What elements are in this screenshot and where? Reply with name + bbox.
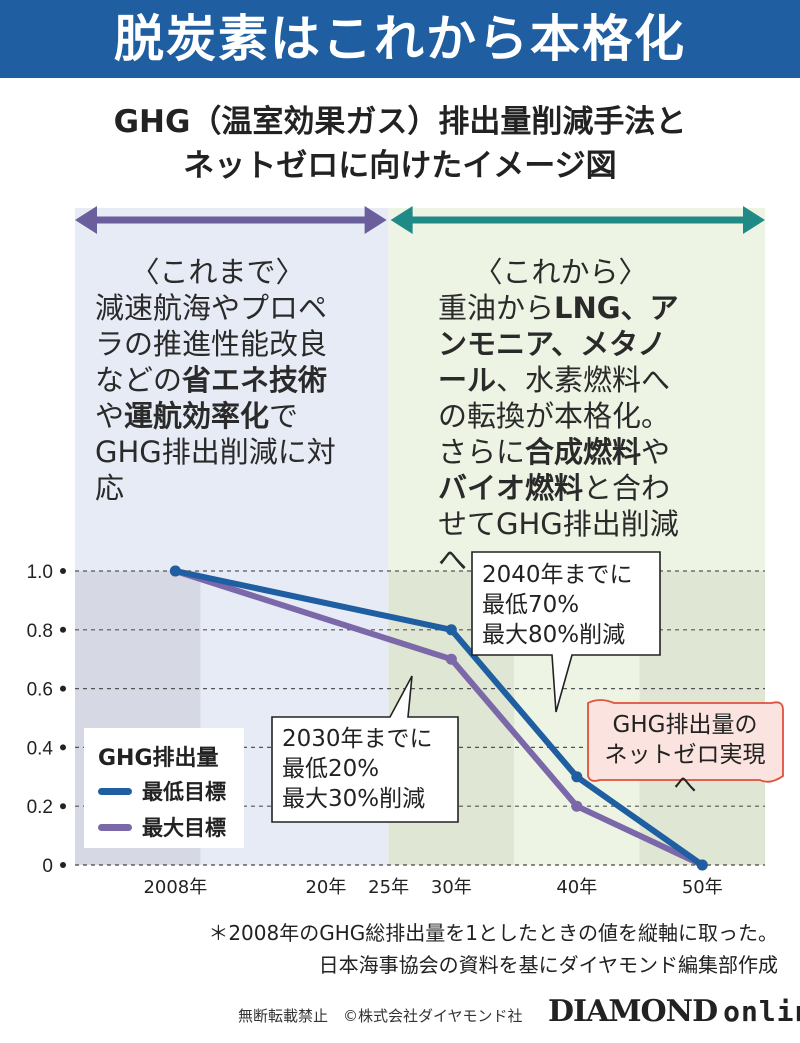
- chart-subtitle: GHG（温室効果ガス）排出量削減手法と ネットゼロに向けたイメージ図: [0, 100, 800, 188]
- series-point-1: [571, 800, 583, 812]
- future-text-2: 、水素燃料への転換が本格化。さらに: [438, 363, 671, 469]
- x-tick-label: 40年: [556, 877, 597, 898]
- netzero-line-1: GHG排出量の: [612, 712, 758, 738]
- past-range-arrow-head-right: [364, 206, 387, 234]
- callout-2040-line-2: 最低70%: [482, 592, 580, 618]
- future-text-4: と合わせてGHG排出削減へ: [438, 471, 679, 577]
- series-point-1: [445, 653, 457, 665]
- callout-2030-box: [271, 675, 459, 823]
- future-range-arrow-head-left: [390, 206, 413, 234]
- y-tick-label: 0.8: [27, 621, 53, 642]
- series-point-0: [169, 565, 181, 577]
- y-tick-dot-2: [60, 744, 66, 751]
- brand-main: DIAMOND: [548, 994, 718, 1029]
- y-tick-dot-1: [60, 803, 66, 810]
- past-text-bold-1: 省エネ技術: [182, 363, 328, 397]
- legend-label-max: 最大目標: [142, 816, 226, 840]
- future-range-arrow-head-right: [743, 206, 765, 234]
- series-line-0: [172, 568, 706, 868]
- y-tick-label: 0.4: [27, 738, 54, 759]
- future-section: 〈これから〉 重油からLNG、アンモニア、メタノール、水素燃料への転換が本格化。…: [438, 254, 683, 578]
- callout-2040-text: 2040年までに 最低70% 最大80%削減: [482, 560, 633, 650]
- y-tick-label: 0.2: [27, 797, 53, 818]
- legend-swatch-min: [98, 787, 132, 795]
- footnote-line-2: 日本海事協会の資料を基にダイヤモンド編集部作成: [318, 953, 778, 977]
- x-tick-label: 20年: [305, 877, 346, 898]
- copyright-text: 無断転載禁止 ©株式会社ダイヤモンド社: [238, 1007, 523, 1025]
- y-tick-label: 1.0: [27, 562, 53, 583]
- future-text-bold-3: バイオ燃料: [438, 471, 584, 505]
- netzero-box: [587, 699, 784, 783]
- callout-2030-text: 2030年までに 最低20% 最大30%削減: [282, 724, 433, 814]
- netzero-text: GHG排出量の ネットゼロ実現へ: [600, 710, 770, 800]
- brand-logo: DIAMONDonline: [548, 994, 800, 1029]
- x-tick-label: 50年: [682, 877, 723, 898]
- brand-sub: online: [723, 995, 800, 1028]
- future-text-bold-2: 合成燃料: [525, 435, 642, 469]
- legend-swatch-max: [98, 823, 132, 831]
- legend-item-min: 最低目標: [98, 776, 226, 806]
- past-text-bold-2: 運航効率化: [124, 399, 270, 433]
- legend-title: GHG排出量: [98, 746, 219, 771]
- y-tick-dot-0: [60, 862, 66, 868]
- series-point-0: [696, 859, 708, 871]
- callout-2030-line-2: 最低20%: [282, 756, 380, 782]
- callout-2040-line-3: 最大80%削減: [482, 622, 626, 648]
- future-description: 重油からLNG、アンモニア、メタノール、水素燃料への転換が本格化。さらに合成燃料…: [438, 290, 683, 578]
- netzero-line-2: ネットゼロ実現へ: [604, 742, 766, 798]
- future-text-1: 重油から: [438, 291, 555, 325]
- subtitle-line-2: ネットゼロに向けたイメージ図: [183, 148, 617, 184]
- past-range-arrow: [75, 206, 387, 234]
- past-section: 〈これまで〉 減速航海やプロペラの推進性能改良などの省エネ技術や運航効率化でGH…: [95, 254, 340, 506]
- past-heading: 〈これまで〉: [130, 255, 305, 289]
- series-layer: [169, 565, 708, 871]
- y-tick-label: 0: [42, 856, 53, 877]
- past-text-2: や: [95, 399, 125, 433]
- x-tick-label: 25年: [368, 877, 409, 898]
- y-tick-dot-3: [60, 685, 66, 692]
- series-point-0: [571, 771, 583, 783]
- callout-2040-box: [471, 551, 661, 713]
- series-line-1: [172, 568, 706, 868]
- callout-2030-line-3: 最大30%削減: [282, 786, 426, 812]
- y-tick-dot-5: [60, 568, 66, 574]
- past-text-1: 減速航海やプロペラの推進性能改良などの: [95, 291, 328, 397]
- future-text-bold-1: LNG、アンモニア、メタノール: [438, 291, 679, 397]
- past-range-arrow-head-left: [75, 206, 97, 234]
- y-tick-label: 0.6: [27, 680, 53, 701]
- legend-item-max: 最大目標: [98, 812, 226, 842]
- series-point-0: [445, 624, 457, 636]
- callout-layer: [271, 551, 784, 823]
- footnote-line-1: ＊2008年のGHG総排出量を1としたときの値を縦軸に取った。: [208, 921, 778, 945]
- x-tick-label: 2008年: [143, 877, 207, 898]
- legend-label-min: 最低目標: [142, 780, 226, 804]
- x-tick-label: 30年: [431, 877, 472, 898]
- y-tick-dot-4: [60, 626, 66, 633]
- future-range-arrow: [390, 206, 765, 234]
- callout-2030-line-1: 2030年までに: [282, 726, 433, 752]
- page-title: 脱炭素はこれから本格化: [114, 10, 686, 68]
- subtitle-line-1: GHG（温室効果ガス）排出量削減手法と: [113, 104, 687, 140]
- past-text-3: でGHG排出削減に対応: [95, 399, 336, 505]
- axis-layer: 0 0.2 0.4 0.6 0.8 1.0 2008年 20年 25年 30年 40年 50年: [27, 562, 723, 898]
- past-description: 減速航海やプロペラの推進性能改良などの省エネ技術や運航効率化でGHG排出削減に対…: [95, 290, 340, 506]
- future-heading: 〈これから〉: [473, 255, 648, 289]
- title-banner: [0, 0, 800, 78]
- callout-2040-line-1: 2040年までに: [482, 562, 633, 588]
- future-text-3: や: [641, 435, 671, 469]
